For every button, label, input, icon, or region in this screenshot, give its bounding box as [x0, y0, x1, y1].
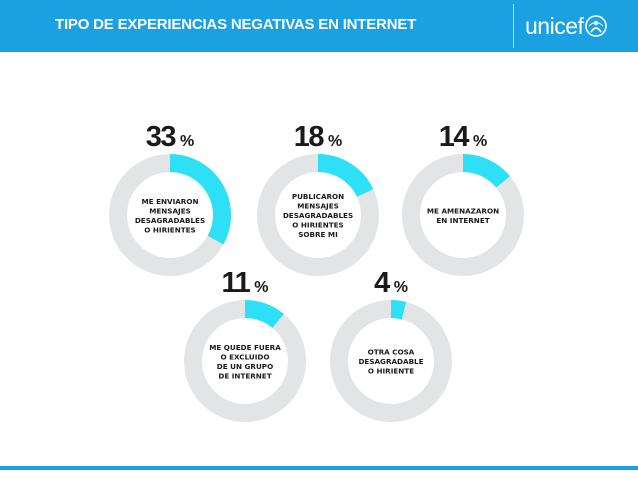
percent-label: 18%: [294, 121, 343, 153]
percent-label: 4%: [374, 267, 408, 299]
category-label: ME ENVIARON MENSAJES DESAGRADABLES O HIRIEN…: [135, 197, 205, 235]
category-label-line: O HIRIENTES: [144, 225, 195, 234]
footer-bar: [0, 466, 638, 470]
donut-3: 14 % ME AMENAZARON EN INTERNET: [402, 121, 524, 276]
percent-label: 33%: [146, 121, 195, 153]
donut-value-arc: [330, 300, 452, 422]
category-label-line: ME QUEDE FUERA: [209, 343, 281, 352]
unicef-logo: unicef: [525, 12, 608, 40]
category-label-line: SOBRE MI: [298, 230, 338, 239]
category-label: PUBLICARON MENSAJES DESAGRADABLES O HIRIENT…: [283, 192, 353, 239]
category-label-line: DESAGRADABLES: [135, 216, 205, 225]
donut-chart-area: 33 %ME ENVIARON MENSAJES DESAGRADABLES O HIR…: [109, 121, 524, 422]
category-label-line: O HIRIENTE: [368, 367, 414, 376]
percent-value: 14: [439, 121, 470, 153]
header-divider: [513, 4, 514, 48]
category-label-line: O EXCLUIDO: [221, 352, 270, 361]
percent-sign: %: [180, 133, 194, 150]
percent-label: 14%: [439, 121, 488, 153]
donut-5: 4 % OTRA COSA DESAGRADABLE O HIRIENTE: [330, 267, 452, 422]
percent-label: 11%: [222, 267, 269, 299]
category-label: OTRA COSA DESAGRADABLE O HIRIENTE: [358, 348, 423, 376]
percent-value: 4: [374, 267, 390, 299]
donut-value-arc: [257, 154, 379, 276]
donut-4: 11 % ME QUEDE FUERA O EXCLUIDO DE UN GRUPO DE…: [184, 267, 306, 422]
donut-1: 33 % ME ENVIARON MENSAJES DESAGRADABLES O HIR…: [109, 121, 231, 276]
category-label-line: PUBLICARON: [292, 192, 344, 201]
page-title: TIPO DE EXPERIENCIAS NEGATIVAS EN INTERN…: [55, 16, 417, 33]
percent-sign: %: [473, 133, 487, 150]
donut-2: 18 % PUBLICARON MENSAJES DESAGRADABLES O HIRI…: [257, 121, 379, 276]
category-label-line: DE INTERNET: [218, 371, 271, 380]
category-label: ME QUEDE FUERA O EXCLUIDO DE UN GRUPO DE IN…: [209, 343, 281, 381]
category-label-line: OTRA COSA: [368, 348, 415, 357]
category-label: ME AMENAZARON EN INTERNET: [427, 206, 499, 225]
percent-sign: %: [328, 133, 342, 150]
donut-value-arc: [184, 300, 306, 422]
percent-value: 11: [222, 267, 251, 299]
donut-value-arc: [109, 154, 231, 276]
logo-text: unicef: [525, 13, 584, 39]
percent-value: 18: [294, 121, 325, 153]
category-label-line: O HIRIENTES: [292, 221, 343, 230]
category-label-line: MENSAJES: [149, 206, 191, 215]
category-label-line: DESAGRADABLE: [358, 357, 423, 366]
percent-sign: %: [394, 279, 408, 296]
category-label-line: DESAGRADABLES: [283, 211, 353, 220]
percent-sign: %: [254, 279, 268, 296]
category-label-line: DE UN GRUPO: [217, 362, 273, 371]
category-label-line: MENSAJES: [297, 202, 339, 211]
category-label-line: EN INTERNET: [436, 216, 489, 225]
unicef-emblem-icon: [585, 15, 608, 37]
percent-value: 33: [146, 121, 177, 153]
header-bar: TIPO DE EXPERIENCIAS NEGATIVAS EN INTERN…: [0, 0, 638, 52]
category-label-line: ME ENVIARON: [142, 197, 199, 206]
category-label-line: ME AMENAZARON: [427, 206, 499, 215]
donut-value-arc: [402, 154, 524, 276]
